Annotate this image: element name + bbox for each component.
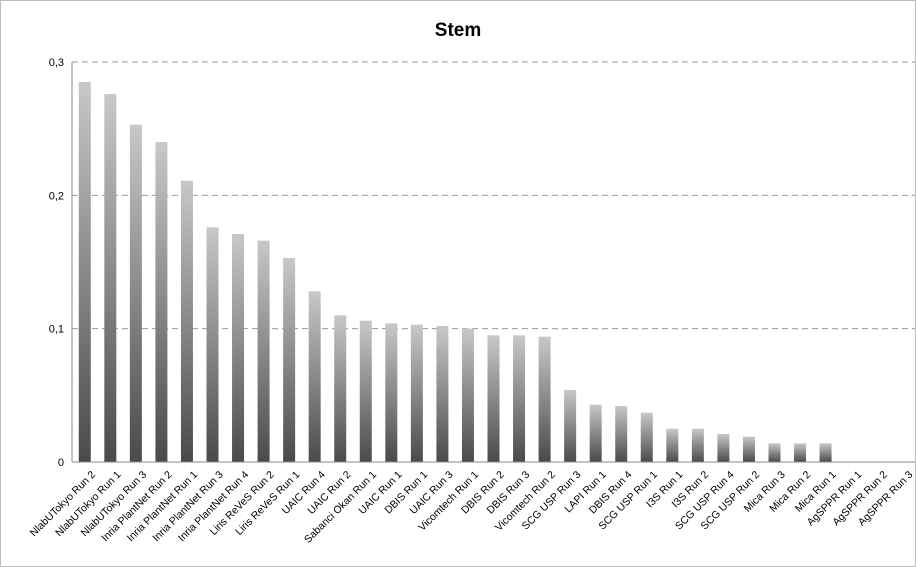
bar <box>615 406 628 462</box>
bar <box>129 124 142 463</box>
bar <box>538 336 551 462</box>
bars <box>78 82 832 463</box>
bar <box>742 436 755 462</box>
y-tick-labels: 0 0,1 0,2 0,3 <box>49 57 64 469</box>
bar <box>155 142 168 462</box>
bar <box>461 328 474 462</box>
bar <box>359 320 372 462</box>
gridlines <box>72 61 915 330</box>
bar <box>717 434 730 462</box>
bar <box>513 335 526 462</box>
bar <box>564 390 577 462</box>
bar <box>436 326 449 462</box>
bar <box>589 404 602 462</box>
bar <box>410 324 423 462</box>
bar <box>666 428 679 462</box>
bar <box>487 335 500 462</box>
bar <box>232 234 245 462</box>
bar <box>768 443 781 462</box>
bar <box>308 291 321 462</box>
bar <box>385 323 398 462</box>
bar <box>691 428 704 462</box>
bar <box>206 227 219 462</box>
bar <box>180 180 193 462</box>
y-tick-label: 0 <box>58 457 64 469</box>
bar <box>104 94 117 462</box>
y-tick-label: 0,3 <box>49 57 64 69</box>
bar <box>640 412 653 462</box>
chart-title: Stem <box>434 20 482 41</box>
y-tick-label: 0,1 <box>49 324 64 336</box>
bar <box>257 240 270 462</box>
y-tick-label: 0,2 <box>49 190 64 202</box>
bar <box>283 258 296 462</box>
bar <box>334 315 347 462</box>
bar <box>794 443 807 462</box>
bar <box>819 443 832 462</box>
bar <box>78 82 91 462</box>
